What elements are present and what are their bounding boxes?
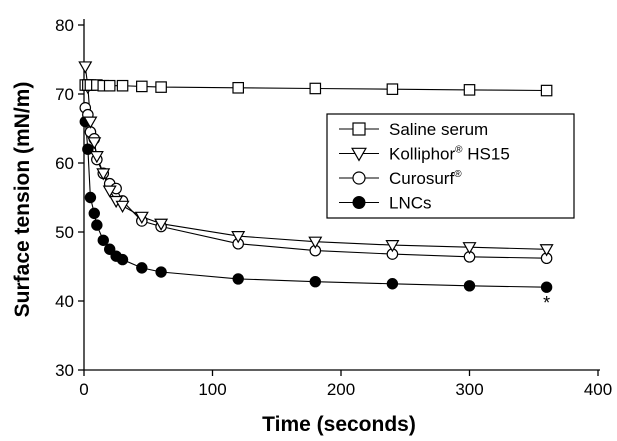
series-1-point — [385, 240, 400, 253]
series-0-point — [136, 80, 148, 93]
series-3-point — [540, 281, 553, 293]
series-1-point — [102, 185, 117, 198]
x-tick-label: 400 — [584, 380, 612, 399]
series-3-point — [232, 273, 244, 285]
series-1-point — [115, 200, 130, 213]
series-1-point — [78, 61, 93, 74]
series-3-point — [88, 207, 100, 220]
series-1-point — [134, 211, 149, 225]
y-tick-label: 50 — [55, 223, 74, 242]
y-tick-label: 60 — [55, 154, 74, 173]
series-0-point — [540, 84, 553, 97]
legend-marker — [352, 196, 366, 209]
legend-marker — [351, 147, 367, 162]
series-3-point — [309, 275, 321, 288]
series-1-point — [96, 168, 111, 181]
series-1-point — [83, 116, 98, 129]
y-tick-label: 40 — [55, 292, 74, 311]
x-tick-label: 100 — [198, 380, 226, 399]
series-3-point — [84, 191, 97, 204]
legend-label: Kolliphor® HS15 — [389, 145, 510, 164]
series-0-point — [116, 79, 129, 92]
series-1-point — [231, 231, 246, 244]
series-3-point — [104, 243, 116, 255]
series-1-point — [89, 151, 104, 164]
significance-asterisk: * — [543, 293, 550, 313]
series-1-point — [308, 236, 323, 249]
series-0-point — [386, 83, 399, 95]
series-1-point — [154, 218, 169, 231]
y-tick-label: 80 — [55, 16, 74, 35]
series-3-point — [116, 253, 129, 266]
y-tick-label: 30 — [55, 361, 74, 380]
series-0-point — [309, 82, 322, 95]
series-0-point — [232, 81, 244, 94]
series-3-point — [386, 278, 399, 290]
x-tick-label: 300 — [455, 380, 483, 399]
legend-marker — [352, 171, 366, 185]
legend-label: Saline serum — [389, 120, 488, 139]
series-3-point — [155, 266, 167, 278]
series-1-point — [462, 242, 477, 255]
series-1-point — [87, 137, 102, 150]
x-axis-title: Time (seconds) — [262, 413, 416, 436]
series-3-point — [97, 234, 109, 246]
x-tick-label: 0 — [79, 380, 88, 399]
y-axis-title: Surface tension (mN/m) — [11, 82, 34, 318]
series-3-point — [91, 219, 103, 231]
series-0-point — [155, 81, 167, 93]
series-0-point — [463, 84, 476, 96]
x-tick-label: 200 — [327, 380, 355, 399]
series-0-point — [103, 79, 116, 92]
series-3-point — [463, 280, 476, 292]
legend-label: LNCs — [389, 194, 432, 213]
y-tick-label: 70 — [55, 85, 74, 104]
legend-marker — [352, 122, 366, 136]
legend-box — [326, 113, 575, 219]
legend-label: Curosurf® — [389, 169, 462, 188]
series-1-point — [539, 244, 554, 257]
series-3-point — [136, 262, 148, 274]
